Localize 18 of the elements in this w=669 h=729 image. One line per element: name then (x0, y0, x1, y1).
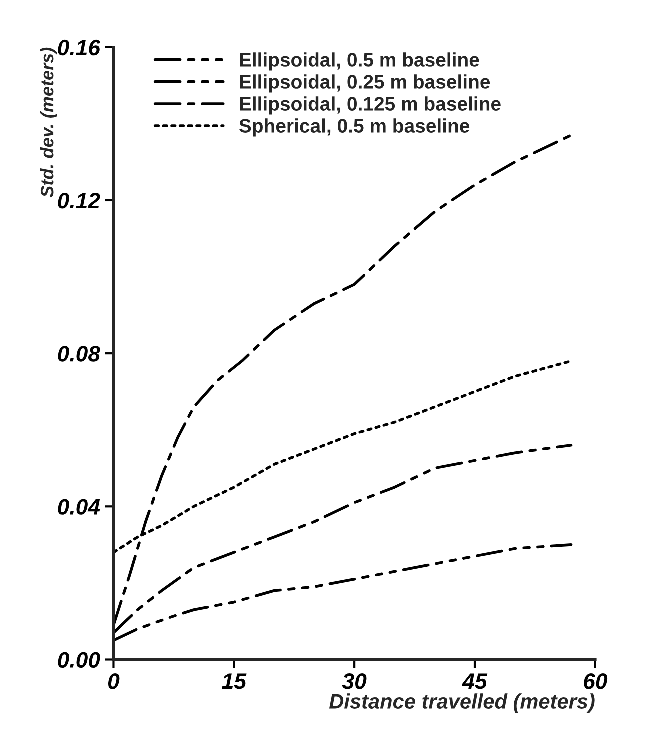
line-series (114, 544, 573, 642)
line-series (114, 444, 573, 634)
y-tick-label: 0.00 (58, 652, 100, 668)
legend-label: Ellipsoidal, 0.125 m baseline (240, 96, 501, 115)
x-tick-label: 15 (222, 674, 247, 690)
x-tick-label: 60 (584, 674, 608, 690)
x-tick-label: 0 (108, 674, 120, 690)
y-tick-label: 0.12 (58, 193, 100, 209)
legend-label: Ellipsoidal, 0.5 m baseline (240, 52, 480, 71)
x-axis-title: Distance travelled (meters) (329, 694, 595, 714)
y-tick-label: 0.08 (58, 346, 101, 362)
y-axis-title: Std. dev. (meters) (40, 48, 58, 198)
y-tick-label: 0.16 (58, 40, 101, 56)
legend-label: Spherical, 0.5 m baseline (239, 118, 470, 137)
y-tick-label: 0.04 (58, 499, 100, 515)
x-tick-label: 30 (342, 674, 367, 690)
legend-label: Ellipsoidal, 0.25 m baseline (240, 74, 490, 93)
x-tick-label: 45 (462, 674, 488, 690)
